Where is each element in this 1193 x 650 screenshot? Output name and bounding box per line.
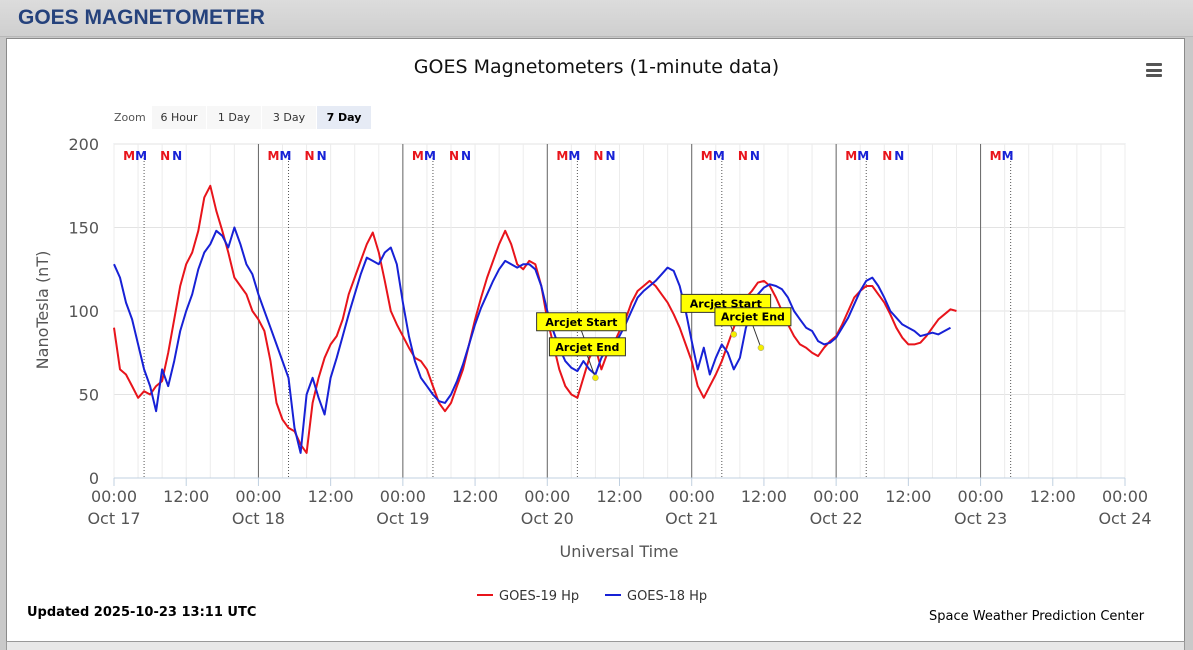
zoom-6-hour-button[interactable]: 6 Hour (152, 106, 206, 129)
hamburger-menu-icon[interactable] (1146, 63, 1162, 77)
updated-timestamp: Updated 2025-10-23 13:11 UTC (27, 605, 257, 620)
zoom-1-day-button[interactable]: 1 Day (207, 106, 261, 129)
top-bar: GOES MAGNETOMETER (0, 0, 1193, 37)
zoom-3-day-button[interactable]: 3 Day (262, 106, 316, 129)
zoom-7-day-button[interactable]: 7 Day (317, 106, 371, 129)
chart-title: GOES Magnetometers (1-minute data) (413, 56, 780, 78)
bottom-panel-edge (6, 641, 1185, 650)
credit-text: Space Weather Prediction Center (929, 609, 1145, 624)
page-title: GOES MAGNETOMETER (18, 6, 265, 29)
zoom-label: Zoom (114, 111, 146, 124)
